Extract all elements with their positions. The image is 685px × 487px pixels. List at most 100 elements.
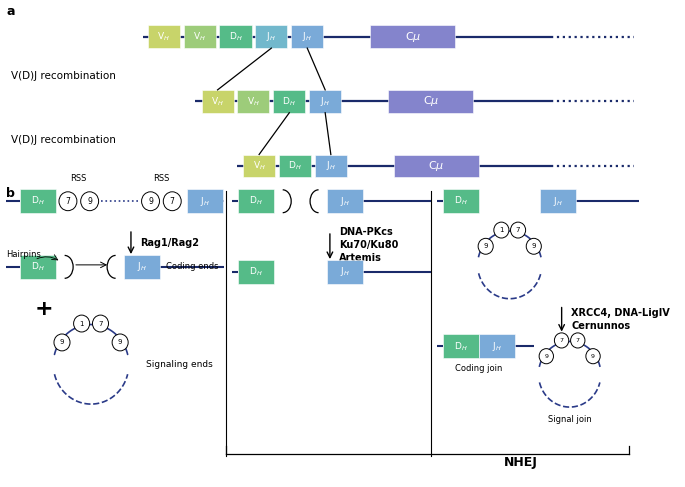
Circle shape xyxy=(539,349,553,364)
Text: V$_H$: V$_H$ xyxy=(211,95,224,108)
Text: 7: 7 xyxy=(576,338,580,343)
Circle shape xyxy=(571,333,585,348)
FancyBboxPatch shape xyxy=(148,25,179,48)
Text: 9: 9 xyxy=(87,197,92,206)
Text: 7: 7 xyxy=(66,197,71,206)
Text: 7: 7 xyxy=(98,320,103,327)
Text: J$_H$: J$_H$ xyxy=(137,261,147,273)
Text: J$_H$: J$_H$ xyxy=(340,265,350,279)
FancyBboxPatch shape xyxy=(279,154,311,177)
Text: C$\mu$: C$\mu$ xyxy=(405,30,421,44)
FancyBboxPatch shape xyxy=(256,25,288,48)
Text: 1: 1 xyxy=(79,320,84,327)
Text: 7: 7 xyxy=(560,338,564,343)
Circle shape xyxy=(526,238,541,254)
Text: J$_H$: J$_H$ xyxy=(302,30,312,43)
FancyBboxPatch shape xyxy=(309,90,341,113)
Text: D$_H$: D$_H$ xyxy=(32,195,45,207)
Text: V(D)J recombination: V(D)J recombination xyxy=(11,134,116,145)
Circle shape xyxy=(478,238,493,254)
Text: Rag1/Rag2: Rag1/Rag2 xyxy=(140,238,199,248)
Text: J$_H$: J$_H$ xyxy=(326,159,336,172)
FancyBboxPatch shape xyxy=(327,189,363,213)
Circle shape xyxy=(510,222,525,238)
FancyBboxPatch shape xyxy=(273,90,306,113)
FancyBboxPatch shape xyxy=(243,154,275,177)
FancyBboxPatch shape xyxy=(184,25,216,48)
Text: D$_H$: D$_H$ xyxy=(454,340,468,353)
Text: 9: 9 xyxy=(591,354,595,359)
Text: D$_H$: D$_H$ xyxy=(229,30,242,43)
Text: Signal join: Signal join xyxy=(548,415,592,424)
Text: V$_H$: V$_H$ xyxy=(253,160,266,172)
Text: XRCC4, DNA-LigIV
Cernunnos: XRCC4, DNA-LigIV Cernunnos xyxy=(571,308,670,331)
FancyBboxPatch shape xyxy=(371,25,456,48)
Text: 9: 9 xyxy=(545,354,548,359)
Text: V(D)J recombination: V(D)J recombination xyxy=(11,71,116,81)
Text: V$_H$: V$_H$ xyxy=(247,95,260,108)
FancyBboxPatch shape xyxy=(238,90,269,113)
Text: J$_H$: J$_H$ xyxy=(200,195,210,208)
Circle shape xyxy=(92,315,108,332)
FancyBboxPatch shape xyxy=(238,189,274,213)
Text: J$_H$: J$_H$ xyxy=(266,30,276,43)
Text: J$_H$: J$_H$ xyxy=(553,195,563,208)
Text: 7: 7 xyxy=(170,197,175,206)
FancyBboxPatch shape xyxy=(187,189,223,213)
Text: J$_H$: J$_H$ xyxy=(492,340,502,353)
Text: Coding join: Coding join xyxy=(456,364,503,374)
Circle shape xyxy=(586,349,600,364)
FancyBboxPatch shape xyxy=(388,90,473,113)
FancyBboxPatch shape xyxy=(443,335,479,358)
FancyBboxPatch shape xyxy=(21,189,56,213)
Text: RSS: RSS xyxy=(153,174,170,183)
Text: D$_H$: D$_H$ xyxy=(249,195,263,207)
Text: 9: 9 xyxy=(60,339,64,345)
FancyBboxPatch shape xyxy=(21,255,56,279)
FancyBboxPatch shape xyxy=(219,25,251,48)
Text: 1: 1 xyxy=(499,227,503,233)
Text: J$_H$: J$_H$ xyxy=(321,95,330,108)
Text: 9: 9 xyxy=(484,244,488,249)
FancyBboxPatch shape xyxy=(540,189,576,213)
Circle shape xyxy=(59,192,77,211)
Circle shape xyxy=(142,192,160,211)
Text: RSS: RSS xyxy=(71,174,87,183)
Circle shape xyxy=(54,334,70,351)
Text: D$_H$: D$_H$ xyxy=(249,265,263,278)
Text: +: + xyxy=(34,299,53,318)
Text: V$_H$: V$_H$ xyxy=(193,30,206,43)
FancyBboxPatch shape xyxy=(327,260,363,284)
Text: b: b xyxy=(6,187,15,200)
Text: DNA-PKcs
Ku70/Ku80
Artemis: DNA-PKcs Ku70/Ku80 Artemis xyxy=(339,227,399,263)
Text: Coding ends: Coding ends xyxy=(166,262,218,271)
Circle shape xyxy=(81,192,99,211)
Text: D$_H$: D$_H$ xyxy=(288,160,302,172)
Circle shape xyxy=(494,222,509,238)
Text: D$_H$: D$_H$ xyxy=(454,195,468,207)
FancyBboxPatch shape xyxy=(238,260,274,284)
Text: 9: 9 xyxy=(118,339,123,345)
Text: 9: 9 xyxy=(148,197,153,206)
FancyBboxPatch shape xyxy=(479,335,515,358)
Text: 7: 7 xyxy=(516,227,521,233)
Text: C$\mu$: C$\mu$ xyxy=(423,94,439,108)
FancyBboxPatch shape xyxy=(291,25,323,48)
Text: D$_H$: D$_H$ xyxy=(282,95,296,108)
Circle shape xyxy=(73,315,90,332)
Text: Hairpins: Hairpins xyxy=(6,250,41,259)
Text: D$_H$: D$_H$ xyxy=(32,261,45,273)
FancyBboxPatch shape xyxy=(124,255,160,279)
Text: a: a xyxy=(6,5,14,19)
Circle shape xyxy=(163,192,182,211)
FancyBboxPatch shape xyxy=(315,154,347,177)
Text: V$_H$: V$_H$ xyxy=(158,30,170,43)
FancyBboxPatch shape xyxy=(443,189,479,213)
Text: C$\mu$: C$\mu$ xyxy=(428,159,445,173)
Text: NHEJ: NHEJ xyxy=(503,456,538,469)
Circle shape xyxy=(112,334,128,351)
Circle shape xyxy=(554,333,569,348)
FancyBboxPatch shape xyxy=(394,154,479,177)
Text: Signaling ends: Signaling ends xyxy=(146,360,212,369)
FancyBboxPatch shape xyxy=(201,90,234,113)
